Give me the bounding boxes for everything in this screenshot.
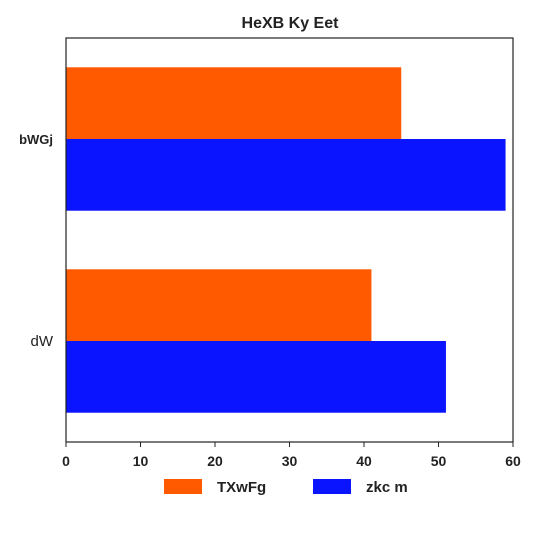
x-tick-label: 40: [356, 453, 372, 469]
bar-zkc-m-dW: [66, 341, 446, 413]
bar-TXwFg-bWGj: [66, 67, 402, 139]
bar-zkc-m-bWGj: [66, 139, 506, 211]
y-category-label: bWGj: [19, 132, 53, 147]
y-category-label: dW: [31, 333, 54, 350]
x-tick-label: 30: [282, 453, 298, 469]
x-axis-ticks: 0 10 20 30 40 50 60: [62, 442, 521, 469]
legend-label: zkc m: [366, 479, 408, 496]
legend-swatch: [164, 479, 202, 494]
x-tick-label: 20: [207, 453, 223, 469]
bars-group: [66, 67, 506, 413]
chart-title: HeXB Ky Eet: [242, 15, 340, 32]
x-tick-label: 50: [431, 453, 447, 469]
legend-swatch: [313, 479, 351, 494]
y-axis-labels: bWGj dW: [19, 132, 54, 350]
x-tick-label: 60: [505, 453, 521, 469]
bar-TXwFg-dW: [66, 269, 372, 341]
x-tick-label: 0: [62, 453, 70, 469]
legend-label: TXwFg: [217, 479, 266, 496]
x-tick-label: 10: [133, 453, 149, 469]
legend: TXwFg zkc m: [164, 479, 408, 496]
